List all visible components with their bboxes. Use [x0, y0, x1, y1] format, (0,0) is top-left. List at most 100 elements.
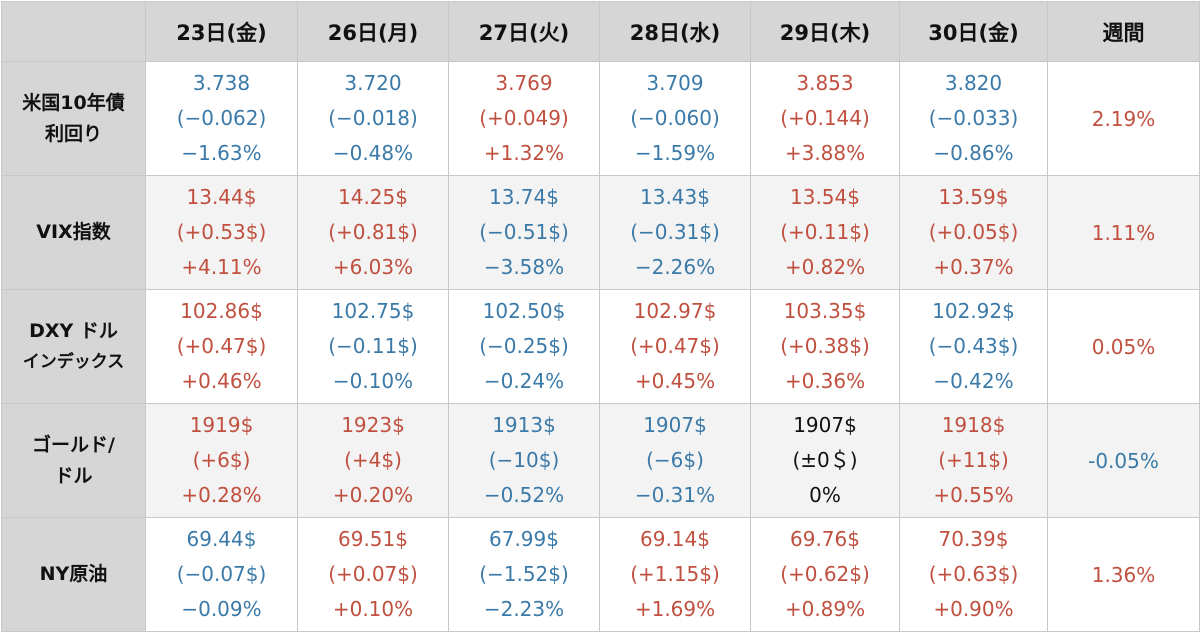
weekly-change-cell: 2.19%	[1047, 61, 1200, 176]
price-value: 13.44$	[186, 185, 257, 209]
percent-change: −0.48%	[332, 141, 414, 165]
row-label-cell: 米国10年債 利回り	[1, 61, 146, 176]
day-value-cell: 13.59$ (+0.05$) +0.37%	[899, 175, 1048, 290]
percent-change: +0.28%	[181, 483, 262, 507]
percent-change: +0.36%	[784, 369, 866, 393]
price-change: (+11$)	[938, 448, 1009, 472]
header-corner-cell	[1, 1, 146, 62]
day-value-cell: 1919$ (+6$) +0.28%	[145, 403, 298, 518]
price-value: 3.738	[192, 71, 251, 95]
price-value: 3.853	[796, 71, 854, 95]
percent-change: −0.24%	[483, 369, 565, 393]
weekly-change-cell: -0.05%	[1047, 403, 1200, 518]
price-value: 102.50$	[482, 299, 566, 323]
percent-change: −2.26%	[634, 255, 716, 279]
weekly-change-cell: 1.36%	[1047, 517, 1200, 632]
table-row: DXY ドル インデックス 102.86$ (+0.47$) +0.46% 102.75$…	[1, 289, 1200, 404]
day-value-cell: 3.720 (−0.018) −0.48%	[297, 61, 449, 176]
price-change: (+0.62$)	[780, 562, 870, 586]
percent-change: +0.82%	[784, 255, 866, 279]
price-change: (−0.31$)	[630, 220, 720, 244]
price-value: 1923$	[341, 413, 405, 437]
percent-change: +4.11%	[181, 255, 262, 279]
day-value-cell: 3.820 (−0.033) −0.86%	[899, 61, 1048, 176]
price-value: 102.92$	[932, 299, 1015, 323]
percent-change: −0.52%	[483, 483, 565, 507]
price-value: 102.86$	[180, 299, 263, 323]
row-label-line: インデックス	[22, 351, 125, 372]
percent-change: −0.31%	[634, 483, 716, 507]
day-value-cell: 1913$ (−10$) −0.52%	[448, 403, 600, 518]
percent-change: −1.63%	[181, 141, 262, 165]
day-value-cell: 1907$ (±0＄) 0%	[750, 403, 900, 518]
percent-change: −2.23%	[483, 597, 565, 621]
price-value: 13.74$	[489, 185, 559, 209]
price-value: 3.720	[344, 71, 402, 95]
price-change: (+0.05$)	[928, 220, 1019, 244]
percent-change: −0.10%	[332, 369, 414, 393]
day-value-cell: 13.44$ (+0.53$) +4.11%	[145, 175, 298, 290]
price-change: (−10$)	[488, 448, 560, 472]
price-change: (±0＄)	[792, 448, 858, 472]
header-day-cell: 30日(金)	[899, 1, 1048, 62]
price-change: (+0.63$)	[928, 562, 1019, 586]
percent-change: +0.46%	[181, 369, 262, 393]
day-value-cell: 13.74$ (−0.51$) −3.58%	[448, 175, 600, 290]
price-change: (+0.144)	[780, 106, 870, 130]
price-change: (−1.52$)	[479, 562, 569, 586]
price-value: 3.709	[646, 71, 704, 95]
percent-change: 0%	[809, 483, 841, 507]
day-value-cell: 3.738 (−0.062) −1.63%	[145, 61, 298, 176]
day-value-cell: 69.44$ (−0.07$) −0.09%	[145, 517, 298, 632]
day-value-cell: 3.709 (−0.060) −1.59%	[599, 61, 751, 176]
day-value-cell: 3.769 (+0.049) +1.32%	[448, 61, 600, 176]
percent-change: −0.42%	[933, 369, 1014, 393]
price-change: (−0.060)	[630, 106, 720, 130]
percent-change: +3.88%	[784, 141, 866, 165]
header-row: 23日(金) 26日(月) 27日(火) 28日(水) 29日(木) 30日(金…	[1, 1, 1200, 62]
percent-change: +1.69%	[634, 597, 716, 621]
price-value: 1907$	[643, 413, 707, 437]
day-value-cell: 14.25$ (+0.81$) +6.03%	[297, 175, 449, 290]
price-change: (−0.43$)	[928, 334, 1019, 358]
price-change: (−0.51$)	[479, 220, 569, 244]
price-change: (−0.033)	[928, 106, 1019, 130]
table-row: 米国10年債 利回り 3.738 (−0.062) −1.63% 3.720 (−0.018…	[1, 61, 1200, 176]
day-value-cell: 70.39$ (+0.63$) +0.90%	[899, 517, 1048, 632]
day-value-cell: 102.97$ (+0.47$) +0.45%	[599, 289, 751, 404]
header-day-cell: 27日(火)	[448, 1, 600, 62]
percent-change: +0.37%	[933, 255, 1014, 279]
price-value: 1913$	[492, 413, 556, 437]
price-change: (+0.81$)	[328, 220, 418, 244]
price-change: (+0.47$)	[630, 334, 720, 358]
price-value: 103.35$	[783, 299, 867, 323]
percent-change: −0.09%	[181, 597, 262, 621]
percent-change: −3.58%	[483, 255, 565, 279]
price-change: (−0.07$)	[176, 562, 267, 586]
weekly-change-cell: 0.05%	[1047, 289, 1200, 404]
price-value: 13.59$	[938, 185, 1009, 209]
day-value-cell: 102.50$ (−0.25$) −0.24%	[448, 289, 600, 404]
price-value: 13.54$	[790, 185, 860, 209]
price-change: (+0.47$)	[176, 334, 267, 358]
price-value: 14.25$	[338, 185, 408, 209]
price-change: (+1.15$)	[630, 562, 720, 586]
day-value-cell: 13.43$ (−0.31$) −2.26%	[599, 175, 751, 290]
price-value: 67.99$	[489, 527, 559, 551]
price-value: 3.769	[495, 71, 553, 95]
price-change: (+4$)	[344, 448, 402, 472]
day-value-cell: 102.92$ (−0.43$) −0.42%	[899, 289, 1048, 404]
price-value: 3.820	[944, 71, 1003, 95]
percent-change: +6.03%	[332, 255, 414, 279]
percent-change: +0.90%	[933, 597, 1014, 621]
row-label-line: 米国10年債	[22, 91, 125, 114]
row-label-line: VIX指数	[36, 221, 111, 243]
day-value-cell: 1923$ (+4$) +0.20%	[297, 403, 449, 518]
weekly-change-cell: 1.11%	[1047, 175, 1200, 290]
percent-change: +0.89%	[784, 597, 866, 621]
price-change: (+0.53$)	[176, 220, 267, 244]
price-change: (−6$)	[646, 448, 704, 472]
price-change: (−0.062)	[176, 106, 267, 130]
price-change: (−0.018)	[328, 106, 418, 130]
table-row: NY原油 69.44$ (−0.07$) −0.09% 69.51$ (+0.07$) +0…	[1, 517, 1200, 632]
